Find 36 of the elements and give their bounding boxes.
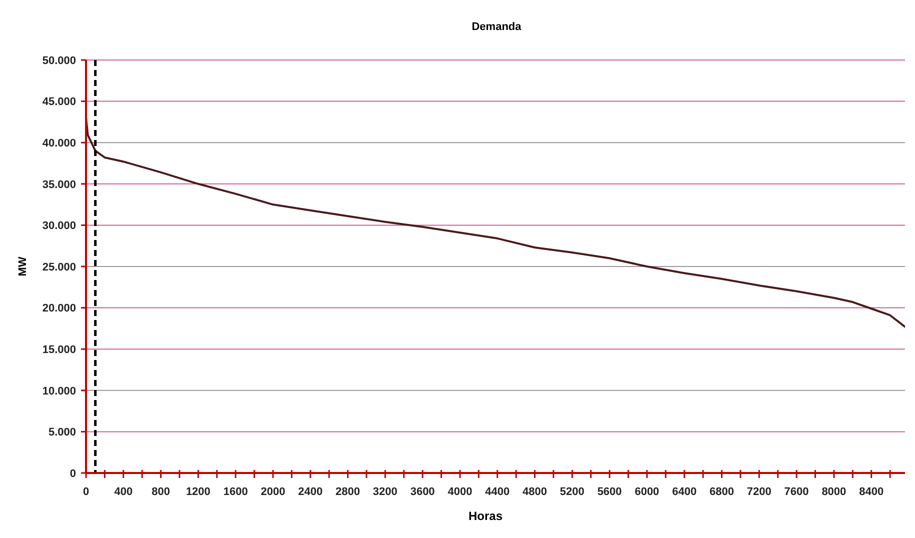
x-tick-label: 3600 <box>410 486 435 498</box>
y-tick-label: 40.000 <box>42 137 76 150</box>
x-tick-label: 8400 <box>859 486 884 498</box>
chart-title: Demanda <box>472 21 522 33</box>
y-tick-label: 35.000 <box>42 178 76 191</box>
y-tick-label: 10.000 <box>42 385 76 398</box>
y-tick-label: 20.000 <box>42 302 76 315</box>
x-tick-label: 4800 <box>522 486 548 498</box>
x-tick-label: 2800 <box>336 486 360 498</box>
x-tick-label: 7600 <box>784 486 809 498</box>
x-tick-label: 5600 <box>597 486 622 498</box>
x-tick-label: 6800 <box>710 486 734 498</box>
x-axis-title: Horas <box>468 509 503 523</box>
x-tick-label: 3200 <box>372 486 398 498</box>
y-tick-label: 0 <box>70 468 76 480</box>
y-axis-title: MW <box>17 256 29 276</box>
y-tick-label: 15.000 <box>42 344 76 356</box>
y-tick-label: 5.000 <box>48 426 76 439</box>
x-tick-label: 400 <box>114 486 133 498</box>
x-tick-label: 7200 <box>746 486 772 498</box>
x-tick-label: 1600 <box>223 486 248 498</box>
x-tick-label: 5200 <box>560 486 584 498</box>
y-tick-label: 50.000 <box>42 54 76 67</box>
x-tick-label: 800 <box>152 486 170 498</box>
x-tick-label: 4000 <box>448 486 472 498</box>
y-tick-label: 30.000 <box>42 220 76 232</box>
x-tick-label: 0 <box>82 486 90 498</box>
x-tick-label: 2400 <box>298 486 323 498</box>
x-tick-label: 2000 <box>260 486 286 498</box>
x-tick-label: 8000 <box>822 486 846 498</box>
x-tick-label: 6400 <box>672 486 697 498</box>
x-tick-label: 4400 <box>485 486 510 498</box>
y-tick-label: 45.000 <box>42 96 76 108</box>
x-tick-label: 6000 <box>634 486 660 498</box>
y-tick-label: 25.000 <box>42 261 76 274</box>
x-tick-label: 1200 <box>186 486 210 498</box>
